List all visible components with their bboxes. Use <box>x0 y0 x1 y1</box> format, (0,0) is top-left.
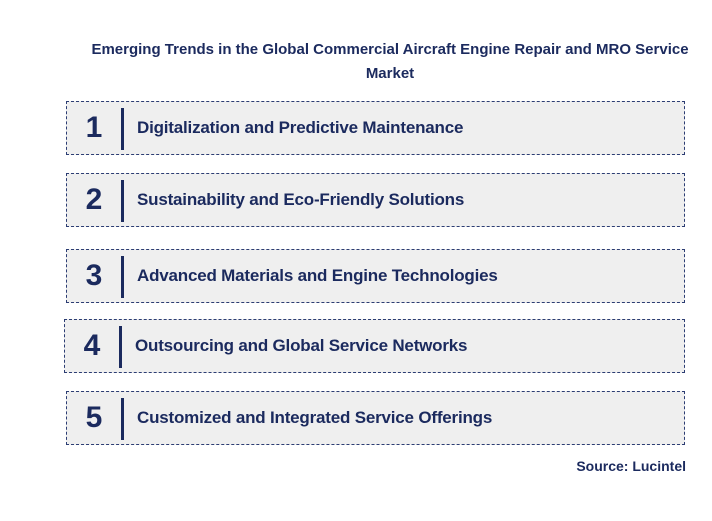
trend-label: Digitalization and Predictive Maintenanc… <box>137 118 464 137</box>
trend-label: Advanced Materials and Engine Technologi… <box>137 266 498 285</box>
trend-number: 2 <box>85 183 103 216</box>
source-credit: Source: Lucintel <box>576 458 686 474</box>
trend-divider <box>121 180 124 222</box>
diagram-title: Emerging Trends in the Global Commercial… <box>91 41 689 82</box>
trend-divider <box>121 256 124 298</box>
trend-number: 1 <box>85 111 103 144</box>
trend-divider <box>119 326 122 368</box>
trend-box-5: 5 Customized and Integrated Service Offe… <box>66 391 685 445</box>
trend-number: 5 <box>85 401 103 434</box>
trend-number: 4 <box>83 329 101 362</box>
trend-divider <box>121 398 124 440</box>
trend-box-1: 1 Digitalization and Predictive Maintena… <box>66 101 685 155</box>
trend-box-4: 4 Outsourcing and Global Service Network… <box>64 319 685 373</box>
trend-box-2: 2 Sustainability and Eco-Friendly Soluti… <box>66 173 685 227</box>
trend-number: 3 <box>85 259 103 292</box>
trend-label: Outsourcing and Global Service Networks <box>135 336 468 355</box>
trend-label: Customized and Integrated Service Offeri… <box>137 408 493 427</box>
trend-divider <box>121 108 124 150</box>
trend-label: Sustainability and Eco-Friendly Solution… <box>137 190 465 209</box>
trend-box-3: 3 Advanced Materials and Engine Technolo… <box>66 249 685 303</box>
